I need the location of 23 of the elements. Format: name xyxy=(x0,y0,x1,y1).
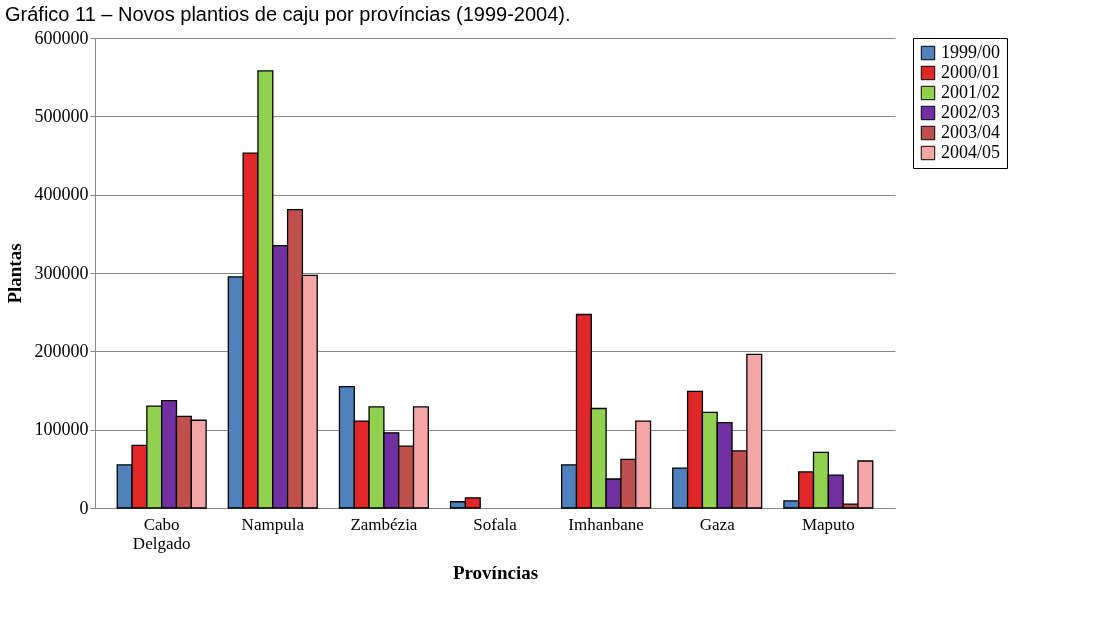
y-tick-label: 0 xyxy=(79,497,89,518)
y-tick-label: 500000 xyxy=(34,105,89,126)
legend-label: 2004/05 xyxy=(941,142,1001,162)
y-axis-title: Plantas xyxy=(3,243,25,304)
x-tick-label: Imhanbane xyxy=(568,514,644,534)
legend-label: 2003/04 xyxy=(941,122,1001,142)
legend-label: 1999/00 xyxy=(941,42,1001,62)
x-axis-title: Províncias xyxy=(452,561,539,583)
x-tick-label: Cabo Delgado xyxy=(132,514,191,553)
y-tick-label: 200000 xyxy=(34,340,89,361)
x-tick-label: Sofala xyxy=(473,514,518,534)
y-tick-label: 100000 xyxy=(34,419,89,440)
x-tick-label: Zambézia xyxy=(350,514,418,534)
chart-title: Gráfico 11 – Novos plantios de caju por províncias (1999-2004). xyxy=(5,3,571,25)
x-tick-label: Nampula xyxy=(241,514,305,534)
legend-label: 2001/02 xyxy=(941,82,1001,102)
legend-label: 2002/03 xyxy=(941,102,1001,122)
y-tick-label: 400000 xyxy=(34,184,89,205)
y-tick-label: 300000 xyxy=(34,262,89,283)
y-tick-label: 600000 xyxy=(34,27,89,48)
x-tick-label: Maputo xyxy=(801,514,855,534)
legend-label: 2000/01 xyxy=(941,62,1001,82)
x-tick-label: Gaza xyxy=(699,514,736,534)
